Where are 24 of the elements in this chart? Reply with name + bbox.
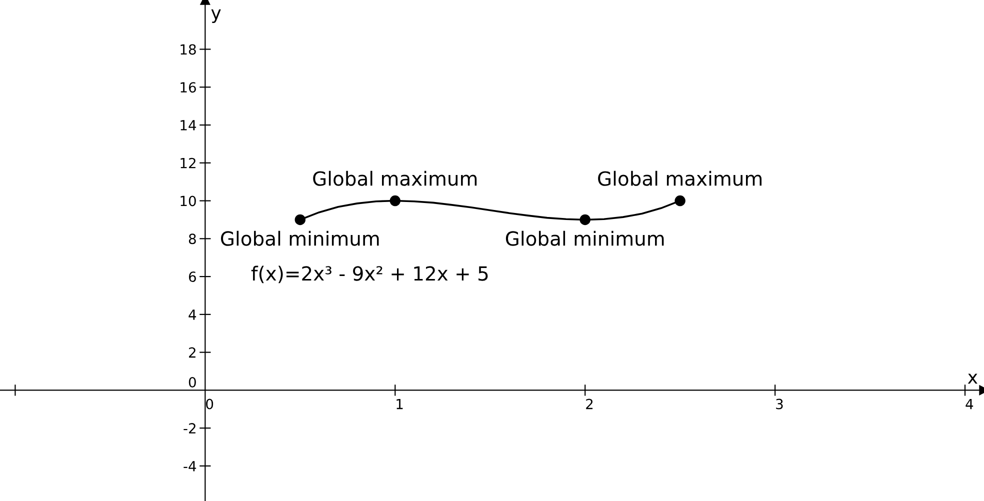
- x-tick-label: 0: [206, 398, 214, 410]
- y-tick-label: 10: [180, 196, 196, 206]
- annotation: Global maximum: [598, 170, 762, 186]
- x-tick-label: 1: [396, 398, 403, 410]
- y-tick-label: 18: [180, 44, 196, 55]
- x-tick-label: 3: [776, 398, 783, 410]
- y-tick-label: 6: [188, 272, 196, 282]
- y-tick-label: 2: [189, 347, 196, 358]
- y-tick-label: -2: [184, 423, 196, 434]
- y-tick-label: 8: [188, 234, 196, 244]
- y-tick-label: 16: [180, 82, 196, 93]
- annotation: Global minimum: [506, 230, 664, 246]
- y-tick-label: 4: [188, 310, 196, 320]
- x-tick-label: 2: [586, 398, 593, 410]
- x-axis-title: x: [968, 374, 978, 384]
- annotation: Global minimum: [220, 230, 379, 246]
- x-tick-label: 4: [966, 398, 974, 410]
- y-tick-label: 14: [180, 120, 196, 130]
- y-axis-title: y: [211, 9, 221, 24]
- y-tick-label: 12: [180, 158, 196, 168]
- annotation: f(x)=2x³ - 9x² + 12x + 5: [251, 266, 488, 284]
- y-tick-label: -4: [184, 461, 196, 472]
- annotation: Global maximum: [313, 170, 477, 186]
- y-tick-label: 0: [188, 376, 196, 388]
